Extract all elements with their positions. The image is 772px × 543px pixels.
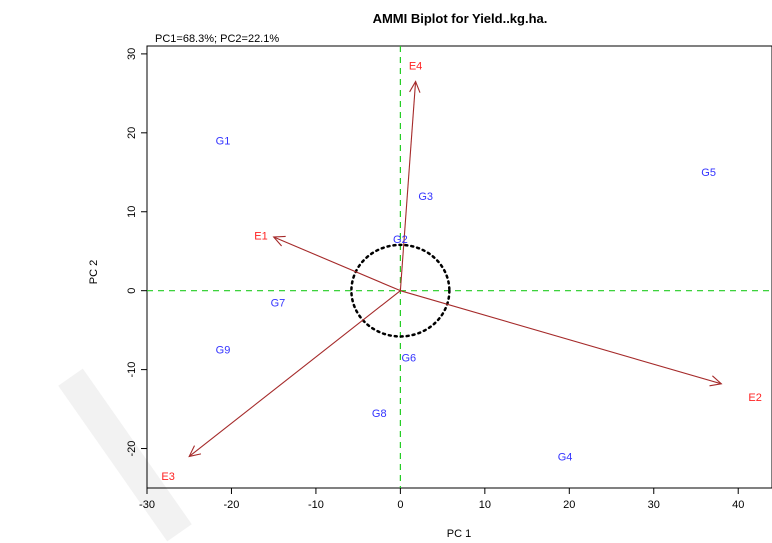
- vector-e3: [188, 290, 401, 457]
- environment-vectors: [188, 80, 723, 458]
- genotype-label-g8: G8: [372, 408, 387, 420]
- y-tick-label: 10: [126, 206, 138, 218]
- y-axis: -20 -10 0 10 20 30: [126, 48, 147, 457]
- arrowhead-e2: [709, 375, 723, 387]
- environment-label-e2: E2: [748, 392, 761, 404]
- genotype-label-g3: G3: [418, 191, 433, 203]
- y-tick-label: 20: [126, 127, 138, 139]
- x-tick-label: 0: [397, 499, 403, 511]
- y-tick-label: 0: [126, 288, 138, 294]
- y-tick-label: -10: [126, 362, 138, 378]
- circle-layer: [350, 243, 451, 338]
- y-tick-label: 30: [126, 48, 138, 60]
- arrowhead-e3: [188, 445, 202, 458]
- x-tick-label: 30: [648, 499, 660, 511]
- x-axis: -30 -20 -10 0 10 20 30 40: [139, 488, 744, 511]
- environment-label-e4: E4: [409, 61, 422, 73]
- chart-subtitle: PC1=68.3%; PC2=22.1%: [155, 33, 279, 45]
- x-axis-label: PC 1: [447, 528, 471, 540]
- x-tick-label: 20: [563, 499, 575, 511]
- environment-label-e3: E3: [161, 471, 174, 483]
- x-tick-label: -20: [224, 499, 240, 511]
- vector-e2: [400, 290, 722, 385]
- x-tick-label: -30: [139, 499, 155, 511]
- x-tick-label: 40: [732, 499, 744, 511]
- genotype-label-g7: G7: [271, 297, 286, 309]
- y-axis-label: PC 2: [88, 260, 100, 284]
- x-tick-label: 10: [479, 499, 491, 511]
- vector-e4: [399, 81, 417, 291]
- x-tick-label: -10: [308, 499, 324, 511]
- reference-lines: [147, 46, 772, 488]
- genotype-label-g2: G2: [393, 234, 408, 246]
- genotype-label-g5: G5: [701, 167, 716, 179]
- environment-label-e1: E1: [254, 230, 267, 242]
- genotype-label-g6: G6: [401, 353, 416, 365]
- confidence-circle: [350, 243, 451, 338]
- arrowhead-e1: [272, 235, 286, 247]
- vector-e1: [273, 236, 401, 292]
- genotype-label-g4: G4: [558, 451, 573, 463]
- genotype-label-g1: G1: [216, 136, 231, 148]
- chart-title: AMMI Biplot for Yield..kg.ha.: [373, 11, 548, 26]
- y-tick-label: -20: [126, 441, 138, 457]
- plot-frame: [146, 45, 772, 489]
- point-labels: G1 G2 G3 G4 G5 G6 G7 G8 G9 E1 E2 E3 E4: [161, 61, 761, 483]
- arrowhead-e4: [409, 80, 421, 93]
- genotype-label-g9: G9: [216, 345, 231, 357]
